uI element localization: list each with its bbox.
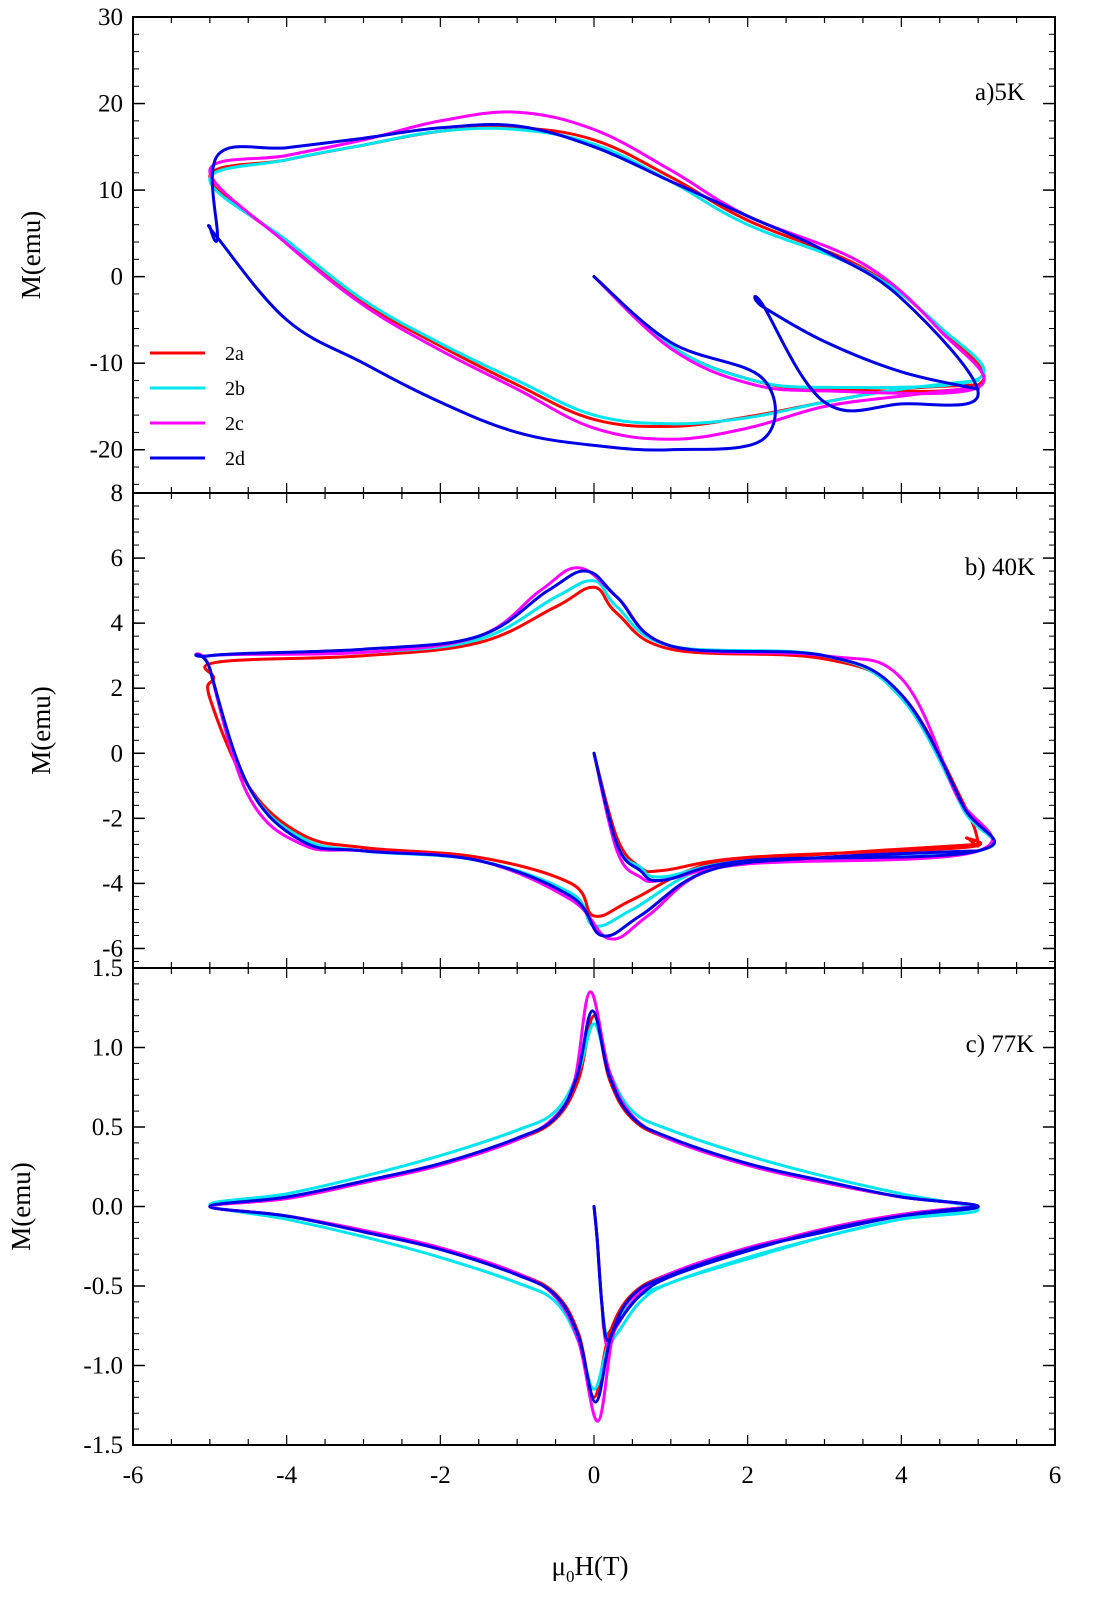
legend-label-2d: 2d <box>225 448 245 470</box>
series-2b-line <box>208 1022 980 1391</box>
panel-label: b) 40K <box>965 554 1035 581</box>
x-tick-label: -2 <box>430 1462 451 1489</box>
x-tick-label: 0 <box>588 1462 601 1489</box>
panel-1: 30 20 10 0 -10 -20 M(emu) a)5K 2a 2b 2c 2d <box>16 4 1056 494</box>
x-tick-label: 4 <box>895 1462 908 1489</box>
y-tick-label: 10 <box>98 177 123 204</box>
panel-label: c) 77K <box>966 1031 1035 1058</box>
y-axis-title: M(emu) <box>6 1162 36 1250</box>
y-tick-label: 1.5 <box>92 955 123 982</box>
y-tick-label: -4 <box>102 870 123 897</box>
y-tick-label: -6 <box>102 935 123 962</box>
y-tick-label: -2 <box>102 805 123 832</box>
y-tick-label: 20 <box>98 91 123 118</box>
y-tick-label: -10 <box>90 350 123 377</box>
legend-label-2c: 2c <box>225 413 244 435</box>
shared-x-axis: -6 -4 -2 0 2 4 6 <box>123 1462 1062 1489</box>
y-tick-label: -1.5 <box>83 1432 123 1459</box>
x-tick-label: -4 <box>276 1462 297 1489</box>
y-tick-label: 1.0 <box>92 1035 123 1062</box>
y-axis-title: M(emu) <box>16 211 46 299</box>
panel-3: 1.5 1.0 0.5 0.0 -0.5 -1.0 -1.5 M(emu) c) 77K <box>6 955 1056 1459</box>
y-tick-label: 6 <box>111 545 124 572</box>
series-2d-line <box>208 1009 980 1404</box>
series-2a-line <box>203 585 982 918</box>
series-2d-line <box>194 569 996 938</box>
y-tick-label: 0.5 <box>92 1114 123 1141</box>
panels-group: 3020100-10-20M(emu)a)5K2a2b2c2d86420-2-4… <box>6 4 1056 1459</box>
panel-label: a)5K <box>975 79 1025 106</box>
y-tick-label: -1.0 <box>83 1353 123 1380</box>
x-axis-title: μ0H(T) <box>552 1551 629 1586</box>
panel-2: 8 6 4 2 0 -2 -4 -6 M(emu) b) 40K <box>26 480 1056 969</box>
y-tick-label: 0.0 <box>92 1194 123 1221</box>
y-tick-label: -0.5 <box>83 1273 123 1300</box>
y-tick-label: -20 <box>90 437 123 464</box>
y-tick-label: 2 <box>111 675 124 702</box>
x-tick-label: 2 <box>741 1462 754 1489</box>
series-2d-line <box>206 122 980 452</box>
y-tick-label: 8 <box>111 480 124 507</box>
legend-label-2b: 2b <box>225 378 245 400</box>
y-tick-label: 0 <box>111 740 124 767</box>
y-tick-label: 4 <box>111 610 124 637</box>
legend: 2a 2b 2c 2d <box>150 343 245 470</box>
y-tick-label: 0 <box>111 264 124 291</box>
plot-frame <box>132 492 1056 969</box>
y-axis-title: M(emu) <box>26 686 56 774</box>
y-tick-label: 30 <box>98 4 123 31</box>
series-2b-line <box>208 126 986 426</box>
x-tick-label: 6 <box>1049 1462 1062 1489</box>
legend-label-2a: 2a <box>225 343 244 365</box>
x-tick-label: -6 <box>123 1462 144 1489</box>
plot-frame <box>132 16 1056 494</box>
